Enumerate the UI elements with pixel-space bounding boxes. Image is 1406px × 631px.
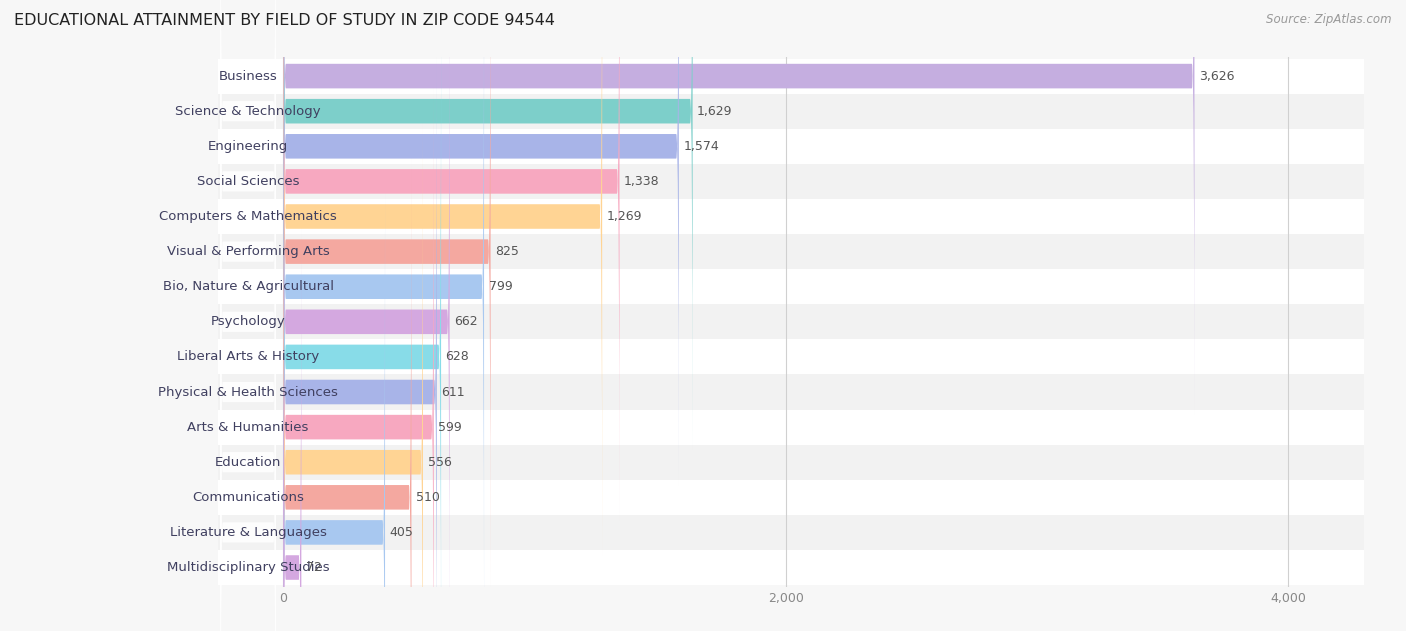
Text: Communications: Communications bbox=[193, 491, 304, 504]
Text: Visual & Performing Arts: Visual & Performing Arts bbox=[167, 245, 329, 258]
FancyBboxPatch shape bbox=[283, 194, 385, 631]
FancyBboxPatch shape bbox=[283, 0, 602, 555]
Text: EDUCATIONAL ATTAINMENT BY FIELD OF STUDY IN ZIP CODE 94544: EDUCATIONAL ATTAINMENT BY FIELD OF STUDY… bbox=[14, 13, 555, 28]
FancyBboxPatch shape bbox=[221, 0, 276, 522]
FancyBboxPatch shape bbox=[221, 191, 276, 631]
FancyBboxPatch shape bbox=[221, 16, 276, 628]
Text: Psychology: Psychology bbox=[211, 316, 285, 328]
Text: 510: 510 bbox=[416, 491, 440, 504]
FancyBboxPatch shape bbox=[221, 51, 276, 631]
Text: Physical & Health Sciences: Physical & Health Sciences bbox=[157, 386, 337, 399]
Bar bbox=[218, 199, 1364, 234]
FancyBboxPatch shape bbox=[221, 262, 276, 631]
Text: 662: 662 bbox=[454, 316, 478, 328]
Bar bbox=[218, 480, 1364, 515]
Text: Source: ZipAtlas.com: Source: ZipAtlas.com bbox=[1267, 13, 1392, 26]
FancyBboxPatch shape bbox=[283, 0, 491, 591]
FancyBboxPatch shape bbox=[221, 86, 276, 631]
Text: 799: 799 bbox=[488, 280, 512, 293]
FancyBboxPatch shape bbox=[283, 0, 450, 631]
Bar bbox=[218, 129, 1364, 164]
Bar bbox=[218, 515, 1364, 550]
FancyBboxPatch shape bbox=[283, 88, 434, 631]
Text: Science & Technology: Science & Technology bbox=[176, 105, 321, 118]
Text: Business: Business bbox=[219, 69, 277, 83]
Text: 556: 556 bbox=[427, 456, 451, 469]
FancyBboxPatch shape bbox=[221, 121, 276, 631]
FancyBboxPatch shape bbox=[283, 0, 620, 520]
Text: Literature & Languages: Literature & Languages bbox=[170, 526, 326, 539]
Text: Bio, Nature & Agricultural: Bio, Nature & Agricultural bbox=[163, 280, 333, 293]
Text: 405: 405 bbox=[389, 526, 413, 539]
FancyBboxPatch shape bbox=[283, 124, 423, 631]
Text: Engineering: Engineering bbox=[208, 140, 288, 153]
FancyBboxPatch shape bbox=[283, 0, 484, 625]
FancyBboxPatch shape bbox=[283, 18, 441, 631]
Text: 1,574: 1,574 bbox=[683, 140, 718, 153]
Text: Liberal Arts & History: Liberal Arts & History bbox=[177, 350, 319, 363]
Text: 3,626: 3,626 bbox=[1199, 69, 1234, 83]
Bar bbox=[218, 93, 1364, 129]
Text: 72: 72 bbox=[307, 561, 322, 574]
Text: 599: 599 bbox=[439, 421, 463, 433]
FancyBboxPatch shape bbox=[221, 0, 276, 593]
FancyBboxPatch shape bbox=[221, 0, 276, 487]
Bar bbox=[218, 339, 1364, 374]
FancyBboxPatch shape bbox=[283, 0, 1195, 415]
Text: 1,269: 1,269 bbox=[606, 210, 643, 223]
FancyBboxPatch shape bbox=[283, 0, 693, 450]
Bar bbox=[218, 269, 1364, 304]
Text: 1,629: 1,629 bbox=[697, 105, 733, 118]
Bar bbox=[218, 445, 1364, 480]
Bar bbox=[218, 164, 1364, 199]
Bar bbox=[218, 374, 1364, 410]
Bar bbox=[218, 234, 1364, 269]
Text: Social Sciences: Social Sciences bbox=[197, 175, 299, 188]
FancyBboxPatch shape bbox=[221, 0, 276, 557]
FancyBboxPatch shape bbox=[221, 0, 276, 417]
FancyBboxPatch shape bbox=[283, 0, 679, 485]
Bar bbox=[218, 550, 1364, 585]
Text: Computers & Mathematics: Computers & Mathematics bbox=[159, 210, 337, 223]
Text: Education: Education bbox=[215, 456, 281, 469]
FancyBboxPatch shape bbox=[221, 0, 276, 452]
FancyBboxPatch shape bbox=[283, 53, 437, 631]
FancyBboxPatch shape bbox=[283, 229, 301, 631]
Text: 825: 825 bbox=[495, 245, 519, 258]
FancyBboxPatch shape bbox=[221, 0, 276, 382]
FancyBboxPatch shape bbox=[283, 158, 412, 631]
Bar bbox=[218, 59, 1364, 93]
Bar bbox=[218, 410, 1364, 445]
Text: Arts & Humanities: Arts & Humanities bbox=[187, 421, 309, 433]
Text: Multidisciplinary Studies: Multidisciplinary Studies bbox=[167, 561, 329, 574]
FancyBboxPatch shape bbox=[221, 227, 276, 631]
FancyBboxPatch shape bbox=[221, 156, 276, 631]
Text: 628: 628 bbox=[446, 350, 470, 363]
Text: 1,338: 1,338 bbox=[624, 175, 659, 188]
Bar bbox=[218, 304, 1364, 339]
Text: 611: 611 bbox=[441, 386, 465, 399]
